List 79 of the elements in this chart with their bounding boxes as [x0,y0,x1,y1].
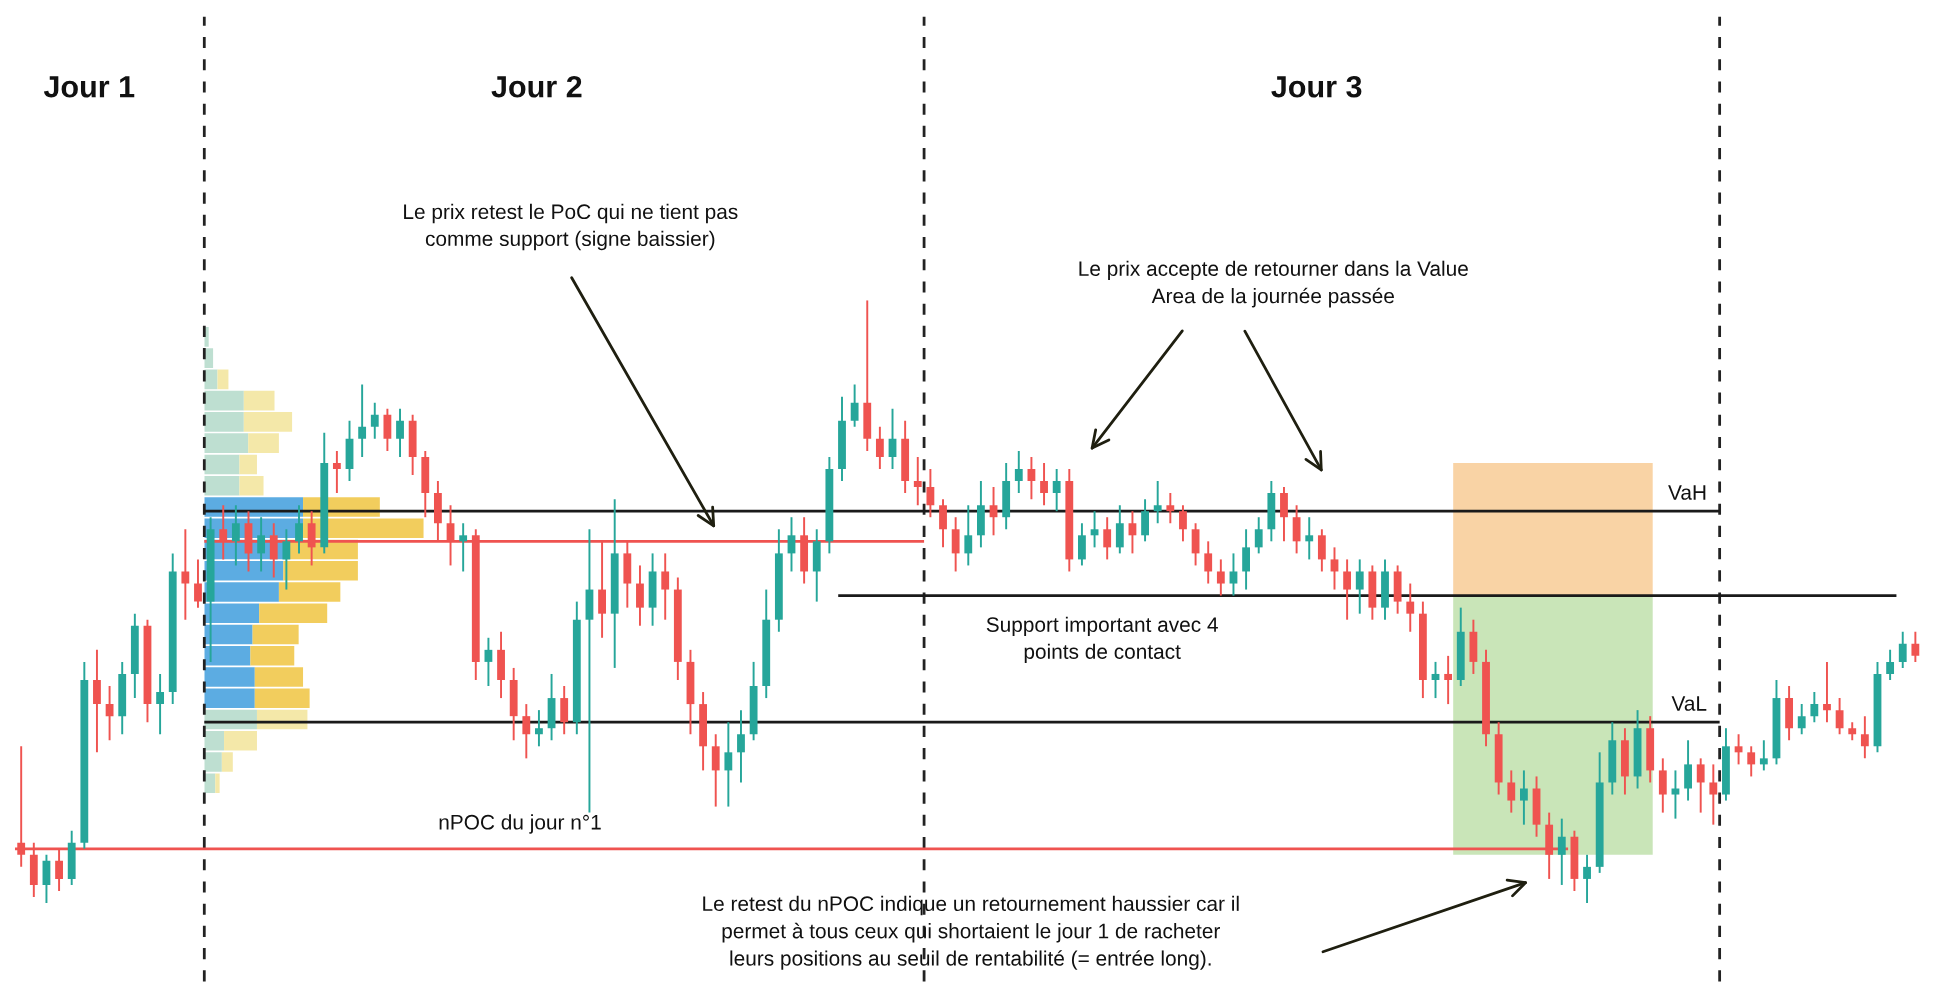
candlestick [1583,853,1591,904]
candlestick [964,504,973,567]
candlestick [1103,516,1112,561]
ref-line-label: nPOC du jour n°1 [439,814,601,834]
candlestick [1747,745,1756,778]
candlestick [1204,540,1213,585]
candlestick [358,383,367,458]
candlestick [1014,449,1023,495]
candlestick [1179,504,1187,543]
candlestick [1229,552,1238,597]
candlestick [1886,648,1895,681]
candlestick [295,504,303,555]
candlestick [724,721,733,808]
candlestick [1406,582,1415,633]
candlestick [1216,558,1225,597]
candlestick [1305,516,1314,561]
candlestick [194,558,202,609]
annotation: Le retest du nPOC indique un retournement haussier car il permet à tous ceux qui shortaient le jour 1 de racheter leurs positions au seuil de rentabilité (= entrée long). [703,895,1239,970]
bar [239,475,264,496]
bar [239,454,257,475]
candlestick [1052,468,1061,513]
candlestick [522,703,531,760]
candlestick [913,455,922,507]
text: Jour 2 [491,75,582,98]
candlestick [1519,769,1528,826]
candlestick [1040,461,1048,507]
candlestick [1759,739,1768,772]
candlestick [1254,516,1263,555]
candlestick [850,383,859,428]
candlestick [1898,630,1907,669]
bar [215,773,220,794]
ref-line-label: VaL [1671,696,1707,711]
bar [204,475,240,496]
candlestick [1797,703,1806,736]
candlestick [1355,558,1364,615]
bar [204,390,244,411]
candlestick [1848,721,1857,742]
candlestick [1507,769,1516,814]
candlestick [1343,558,1352,621]
candlestick [1835,697,1844,736]
candlestick [257,516,266,573]
candlestick [661,552,670,621]
ref-line-label: VaH [1668,485,1706,500]
candlestick [370,401,379,440]
candlestick [1911,630,1920,663]
candlestick [156,672,165,736]
candlestick [1860,715,1869,760]
candlestick [282,528,291,591]
candlestick [875,425,884,470]
candlestick [535,709,543,748]
candlestick [1823,660,1831,724]
candlestick [1444,654,1453,706]
bar [204,624,253,645]
bar [252,624,299,645]
ref-line-label: Support important avec 4 points de contact [986,616,1218,664]
bar [204,454,240,475]
candlestick [1810,691,1819,724]
candlestick [1709,763,1718,826]
candlestick [181,528,190,621]
candlestick [396,407,404,458]
candlestick [737,709,745,784]
annotation: Le prix accepte de retourner dans la Value Area de la journée passée [1079,260,1468,308]
candlestick [231,504,240,567]
candlestick [332,449,341,495]
text: Le prix retest le PoC qui ne tient pas comme support (signe baissier) [404,203,738,251]
bar [243,390,275,411]
bar [204,645,251,666]
candlestick [105,685,114,742]
text: Jour 3 [1271,75,1362,98]
bar [283,560,358,581]
candlestick [926,468,935,519]
bar [250,645,295,666]
candlestick [459,522,468,573]
bar [217,369,229,390]
candlestick [1166,492,1175,525]
text: Jour 1 [43,76,135,98]
candlestick [1696,757,1705,814]
candlestick [1557,817,1566,886]
candlestick [1153,480,1162,525]
